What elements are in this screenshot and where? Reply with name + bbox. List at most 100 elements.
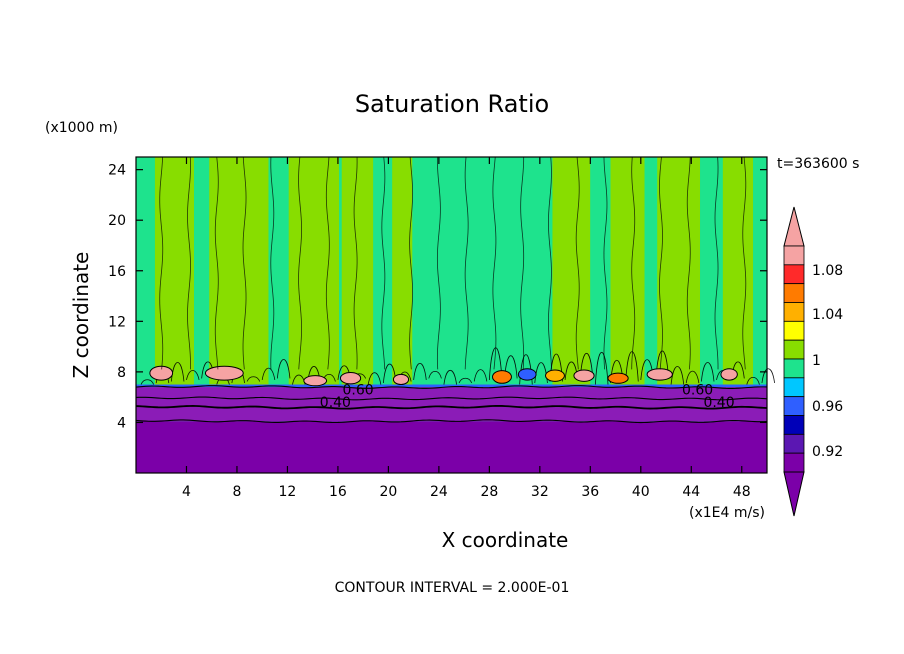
contour-interval-label: CONTOUR INTERVAL = 2.000E-01 [335, 580, 570, 596]
vertical-band-1 [154, 157, 195, 388]
y-tick-label-2: 12 [108, 314, 126, 330]
humidity-blob-8 [573, 369, 595, 382]
humidity-blob-4 [392, 373, 410, 386]
legend-swatch-5 [783, 339, 805, 360]
contour-line-squiggle-0 [140, 379, 155, 385]
vertical-band-16 [700, 157, 723, 388]
vertical-contour-0 [159, 156, 164, 370]
legend-swatch-1 [783, 264, 805, 285]
vertical-band-18 [753, 157, 767, 388]
humidity-blob-9 [607, 372, 629, 384]
vertical-contour-15 [575, 156, 580, 370]
x-tick-label-4: 20 [379, 484, 397, 500]
contour-line-squiggle-20 [443, 369, 457, 385]
legend-swatch-0 [783, 245, 805, 266]
contour-label-1: 0.40 [320, 395, 351, 411]
vertical-band-0 [136, 157, 155, 388]
legend-label-1: 1.04 [812, 307, 843, 323]
x-tick-label-9: 40 [632, 484, 650, 500]
vertical-band-5 [288, 157, 340, 388]
humidity-blob-10 [646, 368, 673, 381]
vertical-contour-2 [214, 156, 219, 370]
y-tick-label-0: 4 [117, 415, 126, 431]
vertical-contour-16 [603, 156, 608, 370]
legend-swatch-11 [783, 452, 805, 473]
contour-line-squiggle-3 [186, 370, 200, 381]
x-tick-label-7: 32 [531, 484, 549, 500]
legend-label-3: 0.96 [812, 399, 843, 415]
vertical-band-9 [392, 157, 413, 388]
contour-line-squiggle-15 [367, 372, 382, 385]
legend-swatch-4 [783, 320, 805, 341]
legend-swatch-2 [783, 283, 805, 303]
vertical-contour-14 [548, 156, 552, 370]
y-unit-label: (x1000 m) [45, 120, 118, 136]
x-tick-label-11: 48 [733, 484, 751, 500]
legend-label-4: 0.92 [812, 444, 843, 460]
humidity-blob-5 [492, 370, 512, 384]
vertical-band-11 [552, 157, 591, 388]
contour-line-squiggle-30 [594, 351, 609, 385]
vertical-contour-11 [464, 156, 469, 370]
vertical-contour-6 [325, 156, 330, 370]
legend-top-triangle [783, 206, 805, 247]
contour-line-squiggle-35 [670, 366, 685, 385]
x-tick-label-0: 4 [182, 484, 191, 500]
vertical-band-10 [412, 157, 553, 388]
vertical-contour-9 [409, 156, 414, 370]
vertical-contour-7 [353, 156, 358, 370]
vertical-contour-5 [298, 156, 302, 370]
legend-swatch-3 [783, 302, 805, 322]
humidity-blob-6 [517, 368, 537, 381]
vertical-contour-17 [631, 156, 636, 370]
contour-label-3: 0.40 [703, 395, 734, 411]
x-tick-label-6: 28 [480, 484, 498, 500]
contour-line-squiggle-41 [761, 368, 775, 384]
stratified-layer-2 [136, 384, 767, 388]
vertical-contour-10 [436, 156, 441, 370]
vertical-band-6 [339, 157, 342, 388]
humidity-blob-3 [339, 372, 362, 385]
y-tick-label-1: 8 [117, 365, 126, 381]
legend-label-0: 1.08 [812, 263, 843, 279]
x-tick-label-2: 12 [279, 484, 297, 500]
vertical-band-15 [657, 157, 701, 388]
y-axis-label: Z coordinate [69, 252, 93, 379]
vertical-contour-13 [520, 156, 525, 370]
contour-line-squiggle-9 [276, 359, 291, 379]
vertical-band-2 [194, 157, 210, 388]
chart-title: Saturation Ratio [355, 90, 549, 118]
contour-level-0 [135, 385, 768, 389]
humidity-blob-2 [303, 375, 328, 387]
vertical-contour-21 [742, 156, 747, 370]
x-tick-label-3: 16 [329, 484, 347, 500]
y-tick-label-4: 20 [108, 213, 126, 229]
contour-line-squiggle-40 [746, 377, 760, 385]
legend-bottom-triangle [783, 471, 805, 517]
contour-label-2: 0.60 [682, 383, 713, 399]
contour-line-squiggle-22 [473, 369, 488, 382]
contour-line-squiggle-8 [261, 367, 276, 381]
humidity-blob-7 [545, 369, 565, 382]
vertical-contour-1 [187, 156, 191, 370]
stratified-layer-0 [136, 421, 767, 473]
contour-line-squiggle-18 [413, 362, 427, 381]
contour-label-0: 0.60 [343, 383, 374, 399]
legend-swatch-6 [783, 358, 805, 379]
contour-line-squiggle-19 [428, 370, 442, 379]
plot-frame [135, 156, 768, 474]
humidity-blob-0 [149, 365, 174, 381]
vertical-contour-3 [242, 156, 247, 370]
vertical-band-13 [610, 157, 645, 388]
vertical-contour-12 [492, 156, 497, 370]
legend-group: 1.08 1.04 1 0.96 0.92 [783, 206, 843, 517]
legend-swatch-9 [783, 415, 805, 435]
y-tick-label-5: 24 [108, 163, 126, 179]
vertical-band-7 [341, 157, 374, 388]
vertical-contour-18 [659, 156, 663, 370]
vertical-band-4 [268, 157, 289, 388]
vertical-band-8 [373, 157, 393, 388]
vertical-band-3 [209, 157, 269, 388]
